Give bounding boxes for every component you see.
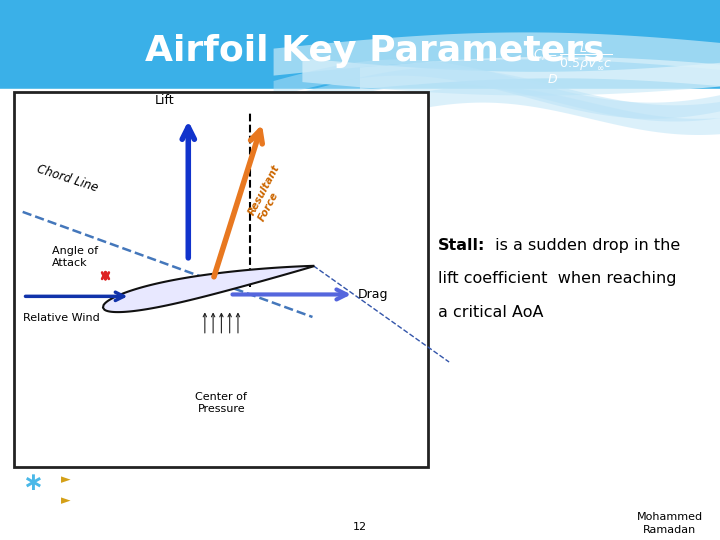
Polygon shape [0,87,720,89]
Polygon shape [0,87,720,89]
Polygon shape [0,87,720,88]
Polygon shape [0,87,720,89]
Text: ∗: ∗ [22,471,43,495]
Polygon shape [0,86,720,88]
Text: lift coefficient  when reaching: lift coefficient when reaching [438,271,676,286]
Text: Mohammed
Ramadan: Mohammed Ramadan [636,512,703,535]
Text: Resultant
Force: Resultant Force [246,164,292,223]
Polygon shape [0,86,720,88]
Polygon shape [0,87,720,89]
Polygon shape [0,86,720,88]
Polygon shape [0,86,720,88]
Polygon shape [0,86,720,88]
Polygon shape [360,57,720,89]
Text: Drag: Drag [357,288,388,301]
Polygon shape [0,86,720,88]
Polygon shape [0,86,720,88]
Polygon shape [0,87,720,89]
Polygon shape [0,87,720,89]
Polygon shape [0,87,720,89]
Polygon shape [0,87,720,89]
Polygon shape [0,87,720,89]
Text: Stall:: Stall: [438,238,485,253]
Polygon shape [0,87,720,88]
Polygon shape [0,87,720,89]
Polygon shape [0,86,720,88]
Polygon shape [0,87,720,89]
Polygon shape [0,87,720,89]
Text: a critical AoA: a critical AoA [438,305,544,320]
Polygon shape [0,86,720,87]
Text: Airfoil Key Parameters: Airfoil Key Parameters [145,35,604,68]
Polygon shape [274,68,720,122]
Polygon shape [0,89,720,540]
Polygon shape [0,87,720,89]
Text: Lift: Lift [156,94,175,107]
Text: $D$: $D$ [547,73,558,86]
Polygon shape [0,87,720,89]
Text: ►: ► [61,473,71,486]
Polygon shape [0,86,720,87]
Polygon shape [0,86,720,88]
Polygon shape [274,32,720,76]
Text: Angle of
Attack: Angle of Attack [52,246,98,268]
Polygon shape [0,86,720,88]
Polygon shape [0,86,720,88]
Polygon shape [0,87,720,89]
Text: $C_l = \dfrac{L'}{0.5\rho V_{\infty}^{2}c}$: $C_l = \dfrac{L'}{0.5\rho V_{\infty}^{2}… [533,40,613,73]
Polygon shape [0,86,720,88]
Polygon shape [0,87,720,89]
Polygon shape [0,86,720,87]
Polygon shape [0,86,720,88]
Text: Chord Line: Chord Line [35,162,99,194]
Polygon shape [274,59,720,119]
Polygon shape [0,87,720,89]
Polygon shape [0,86,720,88]
Polygon shape [0,87,720,89]
Polygon shape [0,87,720,89]
Polygon shape [0,87,720,89]
Polygon shape [0,87,720,88]
Polygon shape [0,86,720,88]
Polygon shape [0,87,720,89]
Polygon shape [0,87,720,89]
Polygon shape [0,87,720,89]
Polygon shape [0,86,720,87]
Text: is a sudden drop in the: is a sudden drop in the [490,238,680,253]
Polygon shape [0,87,720,89]
Polygon shape [0,87,720,89]
Polygon shape [103,266,313,312]
Polygon shape [0,87,720,89]
Polygon shape [274,86,720,135]
Polygon shape [0,87,720,89]
Polygon shape [0,87,720,88]
Polygon shape [0,86,720,88]
Polygon shape [0,0,720,89]
FancyBboxPatch shape [14,92,428,467]
Polygon shape [0,87,720,89]
Polygon shape [0,87,720,89]
Polygon shape [0,87,720,88]
Text: Center of
Pressure: Center of Pressure [195,392,248,414]
Polygon shape [302,58,720,96]
Polygon shape [0,87,720,89]
Polygon shape [0,87,720,89]
Text: Relative Wind: Relative Wind [23,313,99,323]
Text: ►: ► [61,494,71,507]
Polygon shape [0,87,720,89]
Polygon shape [0,86,720,87]
Text: 12: 12 [353,522,367,531]
Polygon shape [0,87,720,88]
Polygon shape [0,87,720,89]
